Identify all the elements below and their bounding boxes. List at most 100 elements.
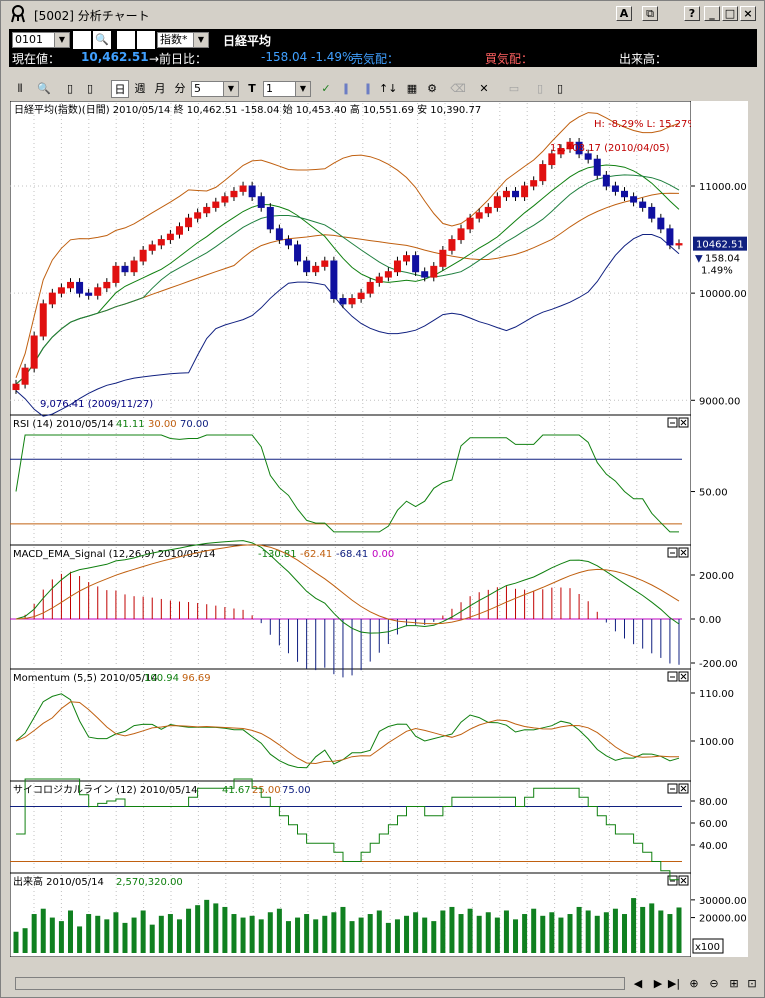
zoom-icon[interactable]: 🔍 bbox=[35, 80, 53, 98]
panel-control-glyph bbox=[670, 877, 687, 884]
price-header: 日経平均(指数)(日間) 2010/05/14 終 10,462.51 -158… bbox=[14, 103, 481, 116]
axis-tick-label: 0.00 bbox=[699, 615, 721, 626]
volume-bar bbox=[531, 908, 537, 953]
chevron-down-icon: ▼ bbox=[295, 82, 310, 96]
candle-type-icon[interactable]: ⫴ bbox=[11, 80, 29, 98]
t-select[interactable]: 1 ▼ bbox=[263, 81, 311, 97]
settings-icon[interactable]: ⚙ bbox=[423, 80, 441, 98]
copy-window-button[interactable]: ⧉ bbox=[642, 6, 658, 21]
volume-bar bbox=[567, 914, 573, 953]
horizontal-scrollbar[interactable] bbox=[15, 977, 625, 990]
momentum-line bbox=[15, 693, 680, 769]
candle bbox=[593, 158, 601, 176]
candle bbox=[521, 185, 529, 198]
period-week-button[interactable]: 週 bbox=[131, 80, 149, 98]
delete-icon[interactable]: ✕ bbox=[475, 80, 493, 98]
volume-bar bbox=[204, 899, 210, 953]
volume-bar bbox=[176, 919, 182, 953]
search-icon[interactable]: 🔍 bbox=[93, 31, 111, 49]
macd-signal-line bbox=[15, 544, 680, 625]
min-select[interactable]: 5 ▼ bbox=[191, 81, 239, 97]
volume-bar bbox=[367, 914, 373, 953]
scroll-left-icon[interactable]: ◀ bbox=[629, 975, 647, 991]
new-page-icon[interactable]: ▯ bbox=[61, 80, 79, 98]
help-button[interactable]: ? bbox=[684, 6, 700, 21]
period-day-button[interactable]: 日 bbox=[111, 80, 129, 98]
grid-toggle-icon[interactable]: ⊞ bbox=[725, 975, 743, 991]
volume-bar bbox=[603, 912, 609, 953]
zoom-in-icon[interactable]: ⊕ bbox=[685, 975, 703, 991]
grid-icon[interactable]: ▦ bbox=[403, 80, 421, 98]
candle bbox=[294, 244, 302, 262]
volume-bar bbox=[240, 917, 246, 953]
edit-icon[interactable]: ✎ bbox=[137, 31, 155, 49]
change-pct: -1.49% bbox=[311, 50, 354, 64]
volume-bar bbox=[376, 910, 382, 953]
psy-v3: 75.00 bbox=[282, 785, 311, 796]
sort-icon[interactable]: ↑↓ bbox=[379, 80, 397, 98]
candle bbox=[539, 164, 547, 182]
candle bbox=[375, 276, 383, 283]
buy-label: 買気配： bbox=[485, 52, 534, 66]
vertical-scrollbar[interactable] bbox=[748, 101, 757, 957]
volume-bar bbox=[340, 906, 346, 953]
panel-control-glyph bbox=[670, 673, 687, 680]
volume-bar bbox=[58, 921, 64, 953]
candle bbox=[512, 190, 520, 198]
ma-mid-line bbox=[15, 174, 680, 385]
last-price-tag bbox=[693, 236, 747, 251]
index-type-select[interactable]: 指数* ▼ bbox=[157, 32, 209, 48]
rsi-v2: 30.00 bbox=[148, 419, 177, 430]
volume-bar bbox=[385, 922, 391, 953]
font-a-button[interactable]: A bbox=[616, 6, 632, 21]
maximize-button[interactable]: □ bbox=[722, 6, 738, 21]
volume-bar bbox=[576, 906, 582, 953]
checkbox-icon[interactable]: ☑ bbox=[117, 31, 135, 49]
volume-bar bbox=[77, 926, 83, 953]
volume-bar bbox=[440, 910, 446, 953]
print-icon[interactable]: ▯ bbox=[531, 80, 549, 98]
enter-icon[interactable]: ↵ bbox=[73, 31, 91, 49]
zoom-out-icon[interactable]: ⊖ bbox=[705, 975, 723, 991]
candle bbox=[611, 185, 619, 192]
axis-tick-label: 40.00 bbox=[699, 841, 728, 852]
layout-icon[interactable]: ▭ bbox=[505, 80, 523, 98]
candle bbox=[21, 367, 29, 385]
macd-label: MACD_EMA_Signal (12,26,9) 2010/05/14 bbox=[13, 549, 215, 560]
text-tool-button[interactable]: T bbox=[243, 80, 261, 98]
code-select[interactable]: 0101 ▼ bbox=[12, 32, 70, 48]
period-min-button[interactable]: 分 bbox=[171, 80, 189, 98]
volume-bar bbox=[358, 917, 364, 953]
scroll-right-icon[interactable]: ▶ bbox=[649, 975, 667, 991]
candle bbox=[403, 255, 411, 262]
fit-icon[interactable]: ⊡ bbox=[743, 975, 761, 991]
trend-line-icon[interactable]: ✓ bbox=[317, 80, 335, 98]
current-label: 現在値： bbox=[12, 52, 61, 66]
eraser-icon[interactable]: ⌫ bbox=[449, 80, 467, 98]
volume-bar bbox=[295, 917, 301, 953]
minimize-button[interactable]: _ bbox=[704, 6, 720, 21]
close-button[interactable]: × bbox=[740, 6, 756, 21]
candle bbox=[584, 153, 592, 160]
chevron-down-icon: ▼ bbox=[54, 33, 69, 47]
candle bbox=[502, 190, 510, 198]
scroll-end-icon[interactable]: ▶| bbox=[665, 975, 683, 991]
bar-chart-alt-icon[interactable]: ∥ bbox=[359, 80, 377, 98]
chart-toolbar: ⫴ 🔍 ▯ ▯ 日 週 月 分 5 ▼ T 1 ▼ ✓ ∥ ∥ ↑↓ ▦ ⚙ ⌫ ✕… bbox=[9, 78, 757, 100]
candle bbox=[430, 265, 438, 278]
axis-tick-label: 11000.00 bbox=[699, 182, 747, 193]
copy-page-icon[interactable]: ▯ bbox=[81, 80, 99, 98]
change-value: -158.04 bbox=[261, 50, 308, 64]
t-value: 1 bbox=[266, 82, 273, 95]
macd-line bbox=[15, 540, 680, 634]
volume-bar bbox=[22, 928, 28, 953]
period-month-button[interactable]: 月 bbox=[151, 80, 169, 98]
index-type-value: 指数* bbox=[160, 33, 188, 46]
bar-chart-icon[interactable]: ∥ bbox=[337, 80, 355, 98]
ma-short-line bbox=[15, 164, 680, 385]
volume-bar bbox=[413, 912, 419, 953]
volume-bar bbox=[104, 919, 110, 953]
candle bbox=[284, 239, 292, 246]
chart-area[interactable]: 日経平均(指数)(日間) 2010/05/14 終 10,462.51 -158… bbox=[10, 101, 691, 957]
export-icon[interactable]: ▯ bbox=[551, 80, 569, 98]
